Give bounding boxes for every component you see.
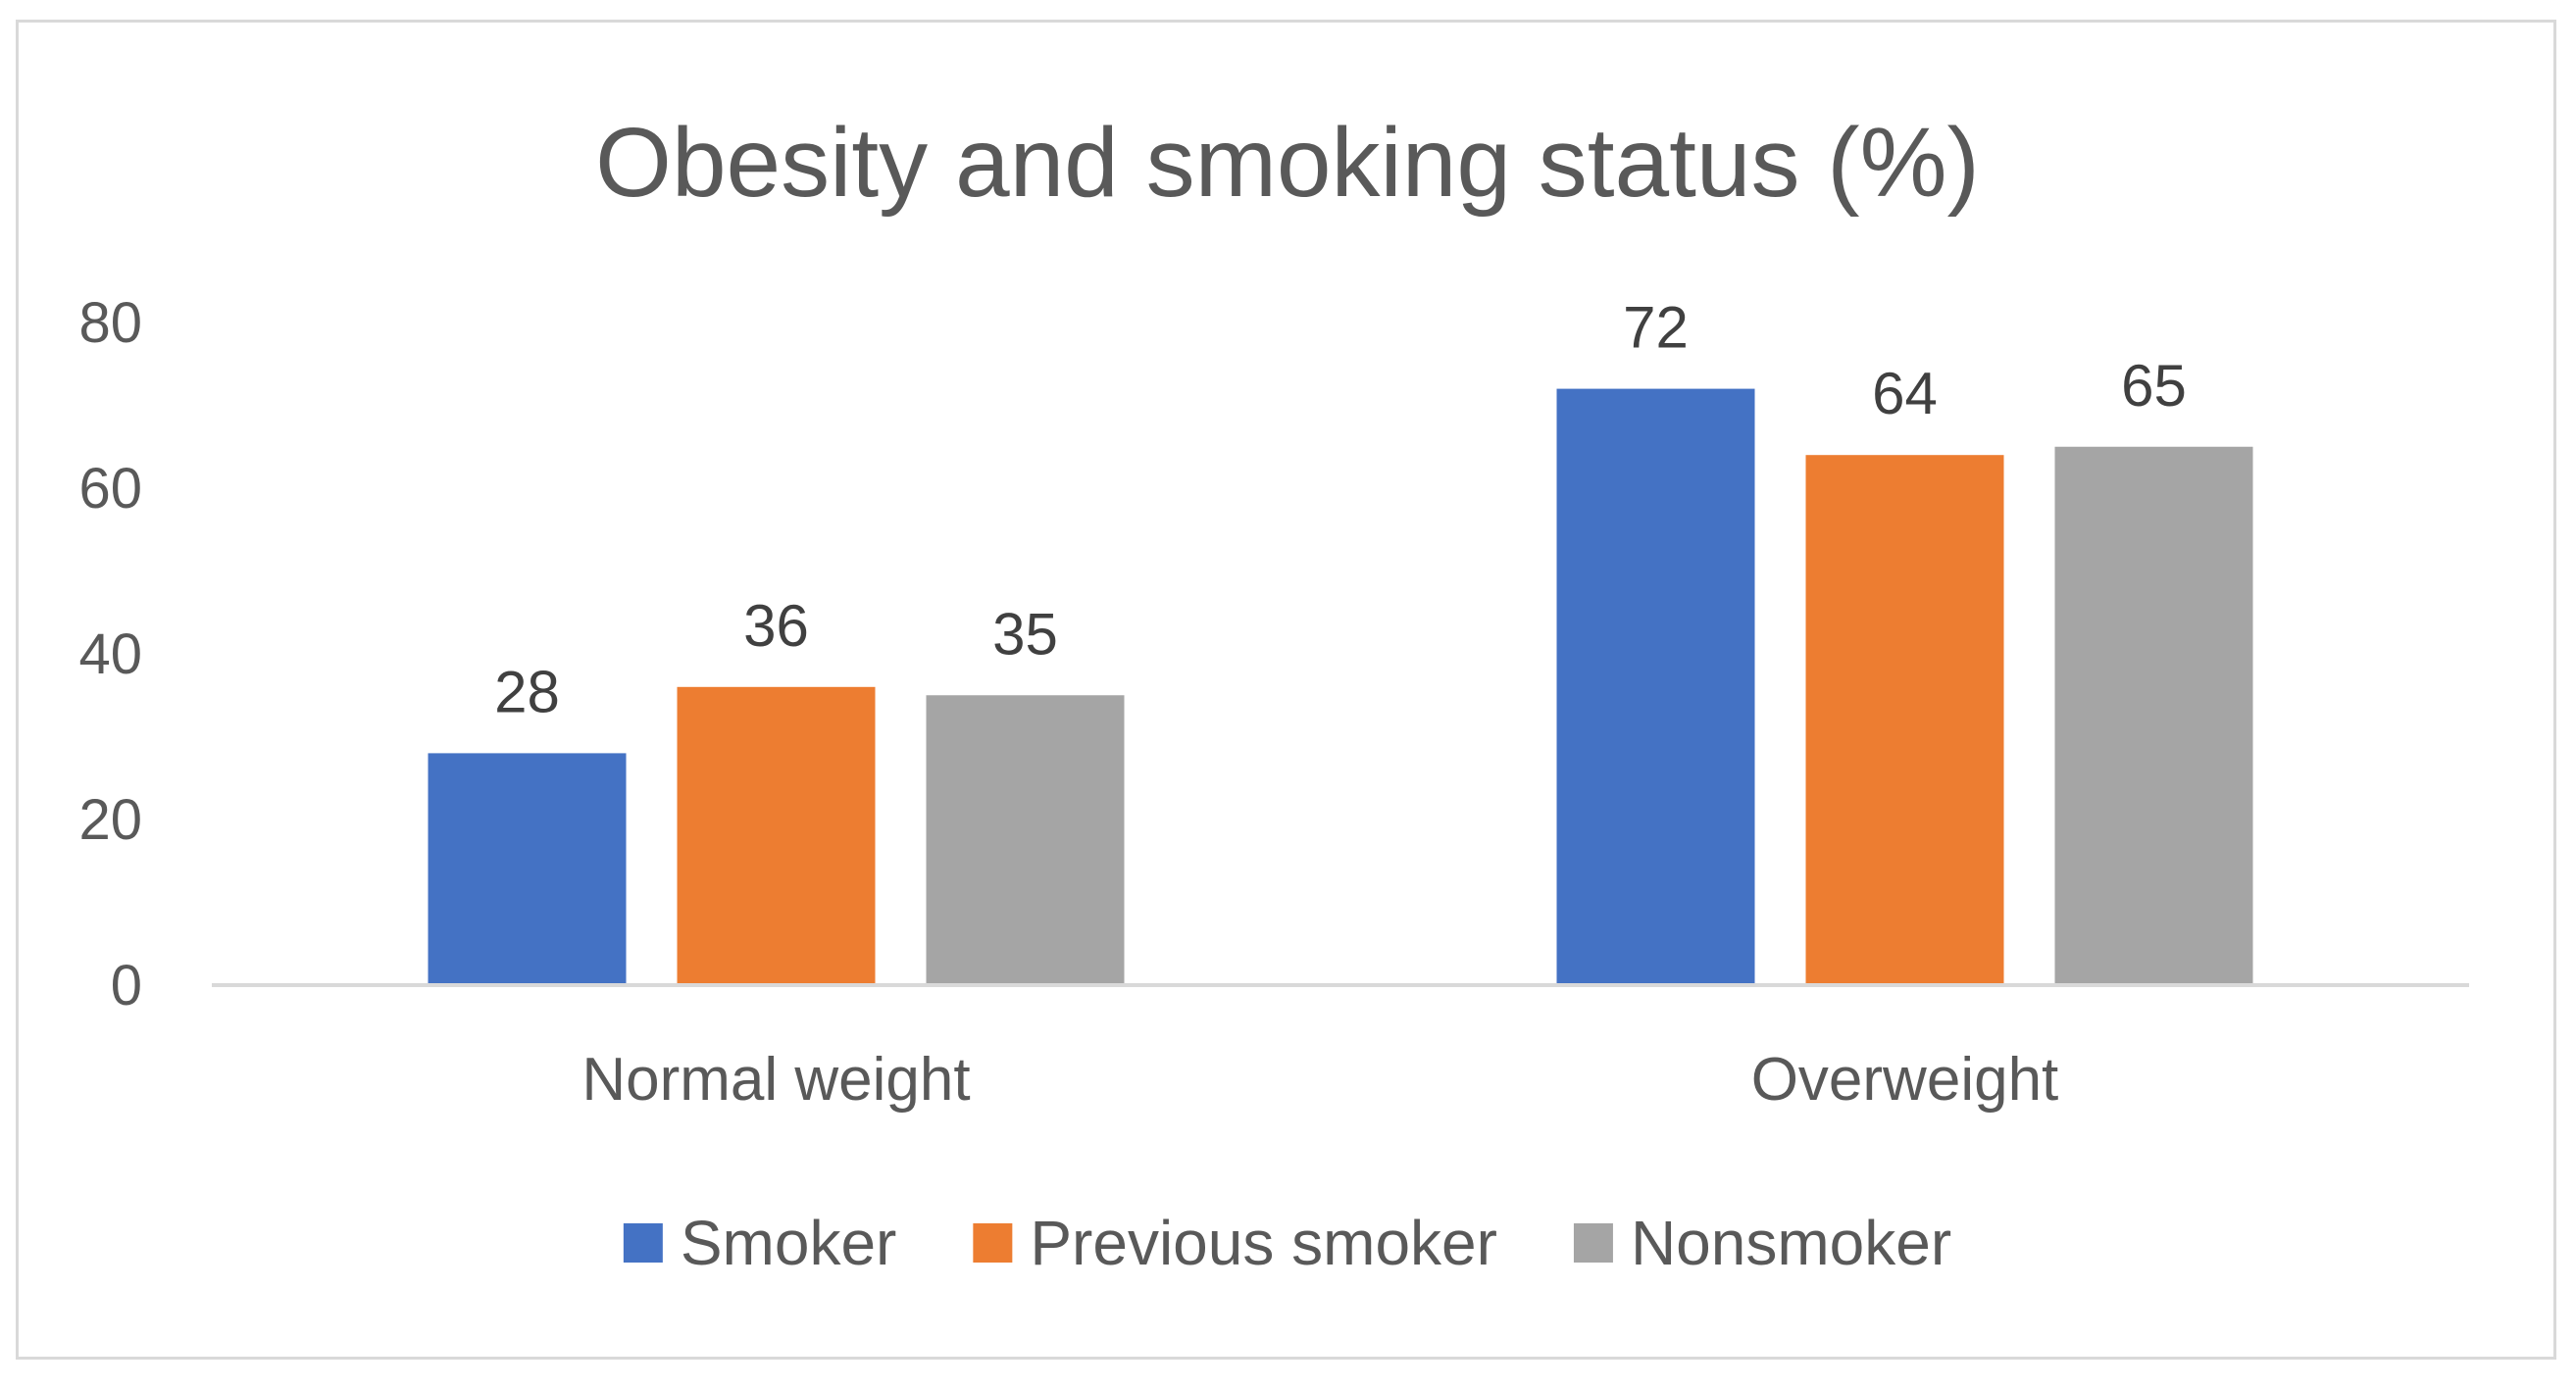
data-label: 64 bbox=[1872, 361, 1938, 426]
bar bbox=[926, 695, 1125, 985]
y-axis-ticks: 0 20 40 60 80 bbox=[78, 291, 142, 1017]
bar bbox=[428, 753, 627, 985]
legend-swatch bbox=[1573, 1223, 1613, 1263]
data-label: 72 bbox=[1623, 295, 1689, 361]
data-label: 36 bbox=[743, 593, 809, 659]
y-tick-label: 60 bbox=[78, 457, 142, 521]
x-category-label: Normal weight bbox=[581, 1046, 970, 1114]
data-label: 65 bbox=[2121, 353, 2187, 419]
y-tick-label: 0 bbox=[111, 954, 142, 1017]
legend-item: Smoker bbox=[623, 1208, 897, 1278]
bar bbox=[677, 686, 876, 985]
data-label: 35 bbox=[992, 601, 1058, 667]
data-label: 28 bbox=[494, 659, 560, 724]
legend-swatch bbox=[623, 1223, 663, 1263]
legend-label: Previous smoker bbox=[1030, 1208, 1497, 1278]
y-tick-label: 20 bbox=[78, 788, 142, 852]
legend-label: Smoker bbox=[681, 1208, 897, 1278]
bar bbox=[2054, 446, 2253, 985]
legend: Smoker Previous smoker Nonsmoker bbox=[623, 1208, 1951, 1278]
legend-label: Nonsmoker bbox=[1631, 1208, 1951, 1278]
bar bbox=[1556, 388, 1755, 986]
data-labels: 28 36 35 72 64 65 bbox=[494, 295, 2187, 725]
chart-title: Obesity and smoking status (%) bbox=[595, 108, 1980, 218]
legend-item: Nonsmoker bbox=[1573, 1208, 1951, 1278]
x-category-label: Overweight bbox=[1751, 1046, 2059, 1114]
y-tick-label: 80 bbox=[78, 291, 142, 355]
x-axis-labels: Normal weight Overweight bbox=[581, 1046, 2058, 1114]
bar bbox=[1805, 455, 2004, 985]
legend-item: Previous smoker bbox=[973, 1208, 1497, 1278]
bars bbox=[428, 388, 2253, 986]
y-tick-label: 40 bbox=[78, 622, 142, 686]
legend-swatch bbox=[973, 1223, 1013, 1263]
